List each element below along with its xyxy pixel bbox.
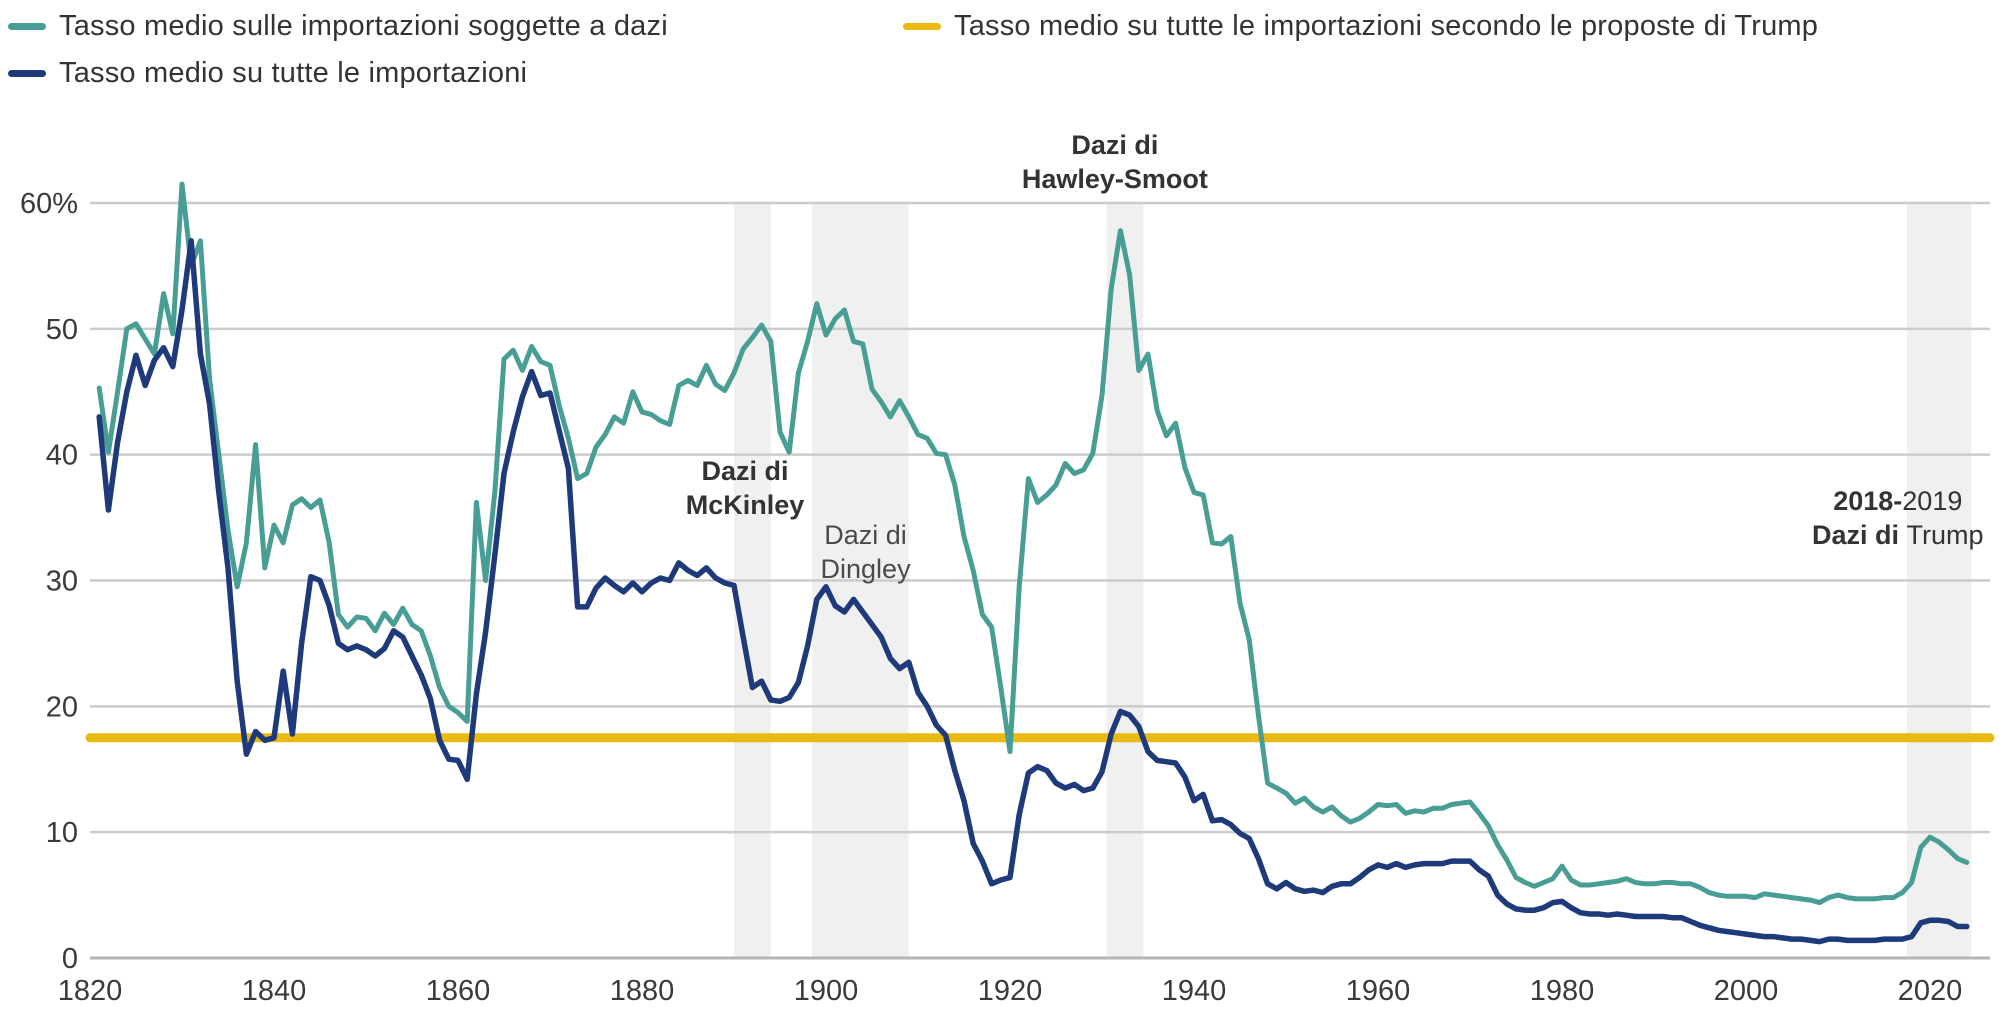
annotation-mckinley: McKinley xyxy=(686,490,805,520)
legend-label-dutiable-imports: Tasso medio sulle importazioni soggette … xyxy=(59,10,668,42)
y-axis-tick-label: 60% xyxy=(20,188,78,220)
legend-label-all-imports: Tasso medio su tutte le importazioni xyxy=(59,57,528,89)
legend-item-all-imports: Tasso medio su tutte le importazioni xyxy=(8,57,527,90)
x-axis-tick-label: 1980 xyxy=(1530,975,1595,1007)
y-axis-tick-label: 0 xyxy=(62,943,78,975)
legend-item-trump-proposal: Tasso medio su tutte le importazioni sec… xyxy=(903,10,1818,43)
legend-swatch-yellow-icon xyxy=(903,23,941,30)
x-axis-tick-label: 1900 xyxy=(794,975,859,1007)
y-axis-tick-label: 10 xyxy=(46,817,78,849)
legend-swatch-navy-icon xyxy=(8,70,46,77)
x-axis-tick-label: 1880 xyxy=(610,975,675,1007)
annotation-trump: 2018-2019 xyxy=(1833,486,1962,516)
annotation-mckinley: Dazi di xyxy=(702,456,789,486)
legend-label-trump-proposal: Tasso medio su tutte le importazioni sec… xyxy=(954,10,1819,42)
legend-swatch-teal-icon xyxy=(8,23,46,30)
annotation-hawley-smoot: Hawley-Smoot xyxy=(1022,164,1208,194)
x-axis-tick-label: 1840 xyxy=(242,975,307,1007)
x-axis-tick-label: 1940 xyxy=(1162,975,1227,1007)
x-axis-tick-label: 1920 xyxy=(978,975,1043,1007)
series-line-all-imports xyxy=(96,238,1970,945)
annotation-trump: Dazi di Trump xyxy=(1812,520,1984,550)
x-axis-tick-label: 2000 xyxy=(1714,975,1779,1007)
y-axis-tick-label: 40 xyxy=(46,440,78,472)
annotation-dingley: Dazi di xyxy=(824,520,907,550)
annotation-hawley-smoot: Dazi di xyxy=(1071,130,1158,160)
series-line-dutiable-imports xyxy=(96,181,1970,906)
legend-item-dutiable-imports: Tasso medio sulle importazioni soggette … xyxy=(8,10,668,43)
y-axis-tick-label: 50 xyxy=(46,314,78,346)
y-axis-tick-label: 20 xyxy=(46,691,78,723)
x-axis-tick-label: 2020 xyxy=(1898,975,1963,1007)
x-axis-tick-label: 1960 xyxy=(1346,975,1411,1007)
y-axis-tick-label: 30 xyxy=(46,566,78,598)
x-axis-tick-label: 1860 xyxy=(426,975,491,1007)
x-axis-tick-label: 1820 xyxy=(58,975,123,1007)
annotation-dingley: Dingley xyxy=(821,554,912,584)
